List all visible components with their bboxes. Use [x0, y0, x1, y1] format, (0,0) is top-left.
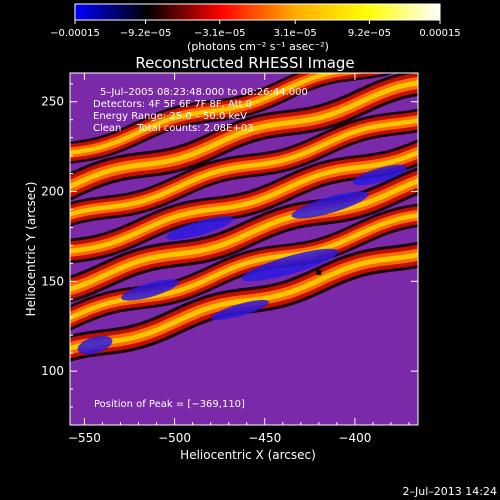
fringe-stripe [70, 167, 418, 303]
x-tick-label: −550 [68, 431, 101, 445]
colorbar-tick-label: −9.2e−05 [120, 28, 172, 39]
colorbar-tick-label: 3.1e−05 [274, 28, 317, 39]
annotation-detectors: Detectors: 4F 5F 6F 7F 8F, Att 0 [93, 99, 252, 110]
colorbar-unit-label: (photons cm⁻² s⁻¹ asec⁻²) [187, 40, 329, 53]
annotation-energy: Energy Range: 25.0 – 50.0 keV [93, 111, 247, 122]
x-tick-label: −450 [248, 431, 281, 445]
source-marker [316, 269, 322, 275]
fringe-stripe [70, 108, 418, 227]
fringe-stripe [70, 73, 397, 164]
colorbar-tick-label: −0.00015 [50, 28, 100, 39]
y-axis-ticks: 100 150 200 250 [41, 83, 418, 408]
negative-region [353, 164, 407, 186]
colorbar-ticks: −0.00015 −9.2e−05 −3.1e−05 3.1e−05 9.2e−05 0.… [50, 20, 461, 39]
colorbar-tick-label: −3.1e−05 [194, 28, 246, 39]
colorbar-tick-label: 0.00015 [419, 28, 460, 39]
x-tick-label: −400 [338, 431, 371, 445]
y-tick-label: 250 [41, 95, 64, 109]
x-tick-label: −500 [158, 431, 191, 445]
annotation-time-range: 5–Jul–2005 08:23:48.000 to 08:26:44.000 [100, 87, 308, 98]
colorbar [74, 3, 441, 21]
y-tick-label: 200 [41, 185, 64, 199]
negative-region [291, 191, 369, 219]
negative-region [77, 335, 113, 355]
annotation-clean: Clean Total counts: 2.08E+03 [93, 123, 253, 134]
chart-title: Reconstructed RHESSI Image [135, 54, 354, 72]
footer-timestamp: 2–Jul–2013 14:24 [403, 485, 497, 498]
plot-frame [69, 72, 419, 426]
y-tick-label: 150 [41, 274, 64, 288]
annotation-peak: Position of Peak = [−369,110] [94, 399, 245, 410]
x-axis-ticks: −550 −500 −450 −400 [68, 73, 410, 445]
heatmap-area [70, 73, 418, 425]
colorbar-tick-label: 9.2e−05 [348, 28, 391, 39]
y-axis-label: Heliocentric Y (arcsec) [24, 182, 38, 317]
negative-region [166, 216, 234, 240]
negative-region [121, 279, 179, 301]
y-tick-label: 100 [41, 364, 64, 378]
fringe-stripe [70, 73, 418, 201]
negative-region [241, 248, 339, 282]
fringe-stripe [70, 139, 418, 264]
fringe-stripe [70, 203, 418, 331]
x-axis-label: Heliocentric X (arcsec) [180, 448, 316, 462]
negative-region [211, 299, 269, 321]
